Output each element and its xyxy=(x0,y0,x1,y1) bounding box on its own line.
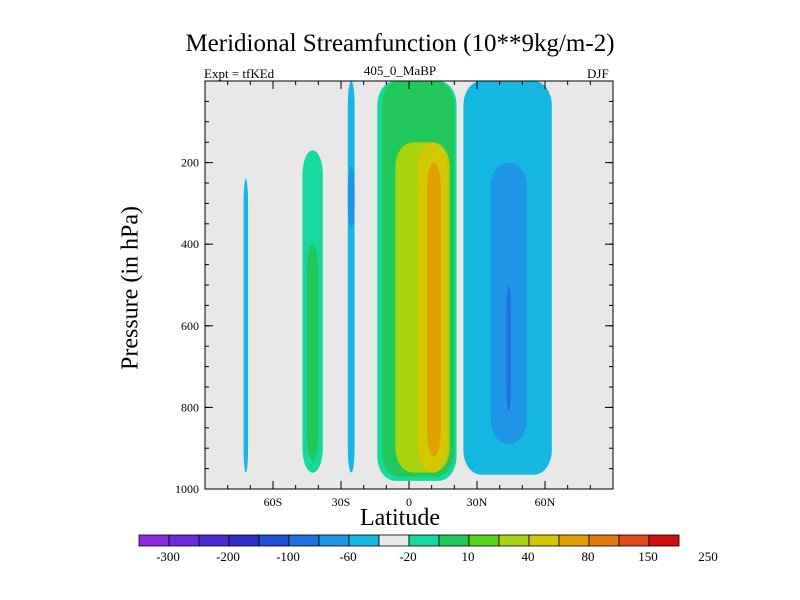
colorbar-label: -20 xyxy=(399,549,416,564)
colorbar-label: -200 xyxy=(216,549,240,564)
contour-sh-ferrel-inner xyxy=(307,244,319,461)
contour-sh-polar-cell-thin xyxy=(243,178,249,473)
colorbar-box xyxy=(498,534,530,547)
colorbar-box xyxy=(348,534,380,547)
colorbar-box xyxy=(168,534,200,547)
colorbar-label: -60 xyxy=(339,549,356,564)
colorbar-box xyxy=(588,534,620,547)
colorbar-box xyxy=(648,534,680,547)
colorbar-label: -300 xyxy=(156,549,180,564)
x-tick-label: 0 xyxy=(406,495,412,509)
x-axis-label: Latitude xyxy=(360,505,440,531)
colorbar-box xyxy=(528,534,560,547)
contour-nh-ferrel-core xyxy=(506,285,511,412)
contour-sh-subtropic-neg xyxy=(347,81,355,473)
colorbar-box xyxy=(138,534,170,547)
y-tick-label: 600 xyxy=(181,319,199,333)
x-tick-label: 30S xyxy=(332,495,351,509)
colorbar-box xyxy=(558,534,590,547)
experiment-label: Expt = tfKEd xyxy=(204,66,275,81)
chart-title: Meridional Streamfunction (10**9kg/m-2) xyxy=(185,30,615,57)
colorbar-label: 10 xyxy=(462,549,475,564)
colorbar-box xyxy=(318,534,350,547)
colorbar-box xyxy=(438,534,470,547)
colorbar-label: 150 xyxy=(638,549,658,564)
colorbar-box xyxy=(618,534,650,547)
colorbar-box xyxy=(228,534,260,547)
colorbar-label: 250 xyxy=(698,549,718,564)
colorbar-label: -100 xyxy=(276,549,300,564)
season-label: DJF xyxy=(587,66,609,81)
y-tick-label: 400 xyxy=(181,237,199,251)
contour-hadley-250 xyxy=(427,162,441,457)
colorbar-label: 80 xyxy=(582,549,595,564)
colorbar-box xyxy=(378,534,410,547)
colorbar-box xyxy=(288,534,320,547)
y-tick-label: 800 xyxy=(181,400,199,414)
y-tick-label: 1000 xyxy=(175,482,199,496)
y-tick-label: 200 xyxy=(181,156,199,170)
colorbar-box xyxy=(258,534,290,547)
x-tick-label: 60S xyxy=(264,495,283,509)
x-tick-label: 60N xyxy=(535,495,556,509)
colorbar-box xyxy=(408,534,440,547)
colorbar-box xyxy=(468,534,500,547)
period-label: 405_0_MaBP xyxy=(363,63,437,78)
colorbar-label: 40 xyxy=(522,549,535,564)
x-tick-label: 30N xyxy=(467,495,488,509)
contour-sh-subtropic-neg-core xyxy=(347,166,355,228)
colorbar-box xyxy=(198,534,230,547)
